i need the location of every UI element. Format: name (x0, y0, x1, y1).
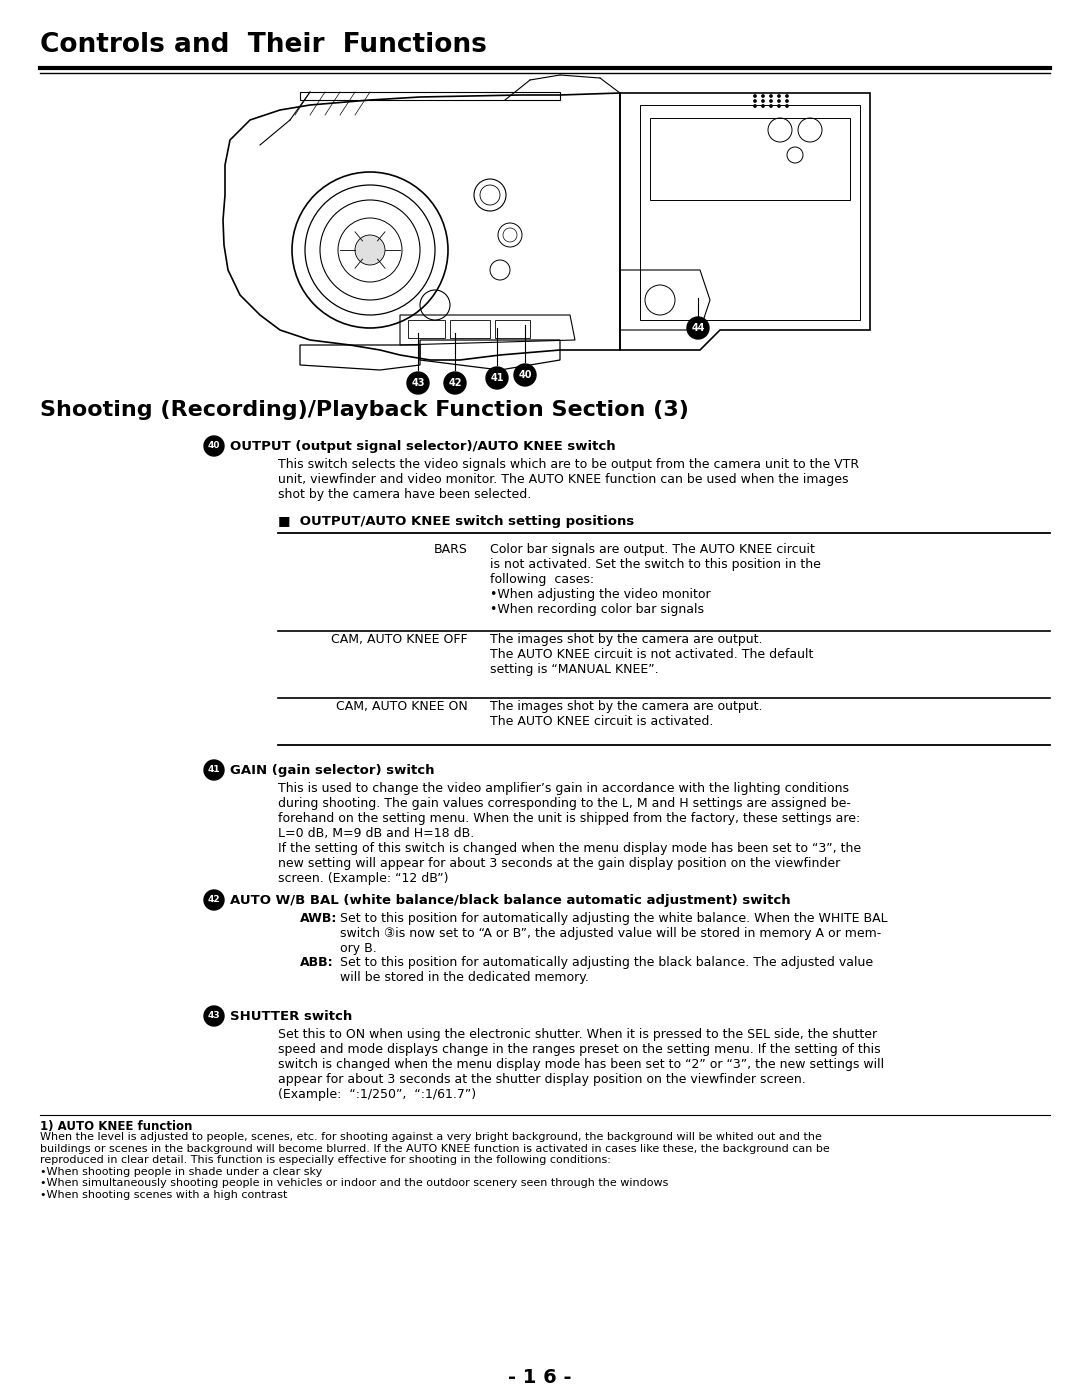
Circle shape (486, 367, 508, 389)
Text: 41: 41 (207, 766, 220, 774)
Text: 41: 41 (490, 372, 503, 384)
Text: The images shot by the camera are output.
The AUTO KNEE circuit is not activated: The images shot by the camera are output… (490, 633, 813, 676)
Circle shape (754, 99, 756, 102)
Circle shape (204, 760, 224, 780)
Text: CAM, AUTO KNEE ON: CAM, AUTO KNEE ON (336, 700, 468, 713)
Circle shape (687, 316, 708, 339)
Circle shape (204, 890, 224, 910)
Text: 42: 42 (448, 378, 462, 388)
Circle shape (761, 95, 765, 98)
Circle shape (785, 105, 788, 108)
Circle shape (355, 235, 384, 265)
Text: Shooting (Recording)/Playback Function Section (3): Shooting (Recording)/Playback Function S… (40, 400, 689, 420)
Circle shape (204, 435, 224, 456)
Circle shape (785, 95, 788, 98)
Circle shape (407, 372, 429, 393)
Circle shape (514, 364, 536, 386)
Text: 44: 44 (691, 323, 705, 333)
Circle shape (754, 95, 756, 98)
Text: This is used to change the video amplifier’s gain in accordance with the lightin: This is used to change the video amplifi… (278, 783, 861, 885)
Text: This switch selects the video signals which are to be output from the camera uni: This switch selects the video signals wh… (278, 458, 859, 501)
Circle shape (785, 99, 788, 102)
Text: 43: 43 (411, 378, 424, 388)
Text: ABB:: ABB: (300, 956, 334, 969)
Text: 43: 43 (207, 1011, 220, 1021)
Circle shape (778, 95, 781, 98)
Text: 42: 42 (207, 896, 220, 904)
Text: 40: 40 (207, 441, 220, 451)
Circle shape (778, 105, 781, 108)
Text: CAM, AUTO KNEE OFF: CAM, AUTO KNEE OFF (332, 633, 468, 645)
Text: When the level is adjusted to people, scenes, etc. for shooting against a very b: When the level is adjusted to people, sc… (40, 1133, 829, 1200)
Text: GAIN (gain selector) switch: GAIN (gain selector) switch (230, 764, 434, 777)
Circle shape (769, 95, 772, 98)
Text: Set to this position for automatically adjusting the black balance. The adjusted: Set to this position for automatically a… (340, 956, 873, 984)
Circle shape (769, 105, 772, 108)
Circle shape (761, 99, 765, 102)
Text: SHUTTER switch: SHUTTER switch (230, 1009, 352, 1023)
Text: AUTO W/B BAL (white balance/black balance automatic adjustment) switch: AUTO W/B BAL (white balance/black balanc… (230, 895, 791, 907)
Text: The images shot by the camera are output.
The AUTO KNEE circuit is activated.: The images shot by the camera are output… (490, 700, 762, 728)
Text: Set this to ON when using the electronic shutter. When it is pressed to the SEL : Set this to ON when using the electronic… (278, 1028, 885, 1100)
Text: AWB:: AWB: (300, 911, 337, 925)
Text: BARS: BARS (434, 543, 468, 556)
Text: ■  OUTPUT/AUTO KNEE switch setting positions: ■ OUTPUT/AUTO KNEE switch setting positi… (278, 515, 634, 528)
Circle shape (754, 105, 756, 108)
Text: Set to this position for automatically adjusting the white balance. When the WHI: Set to this position for automatically a… (340, 911, 888, 955)
Text: - 1 6 -: - 1 6 - (509, 1368, 571, 1387)
Circle shape (778, 99, 781, 102)
Text: Controls and  Their  Functions: Controls and Their Functions (40, 32, 487, 57)
Text: 40: 40 (518, 370, 531, 379)
Text: 1) AUTO KNEE function: 1) AUTO KNEE function (40, 1120, 192, 1133)
Circle shape (761, 105, 765, 108)
Text: Color bar signals are output. The AUTO KNEE circuit
is not activated. Set the sw: Color bar signals are output. The AUTO K… (490, 543, 821, 616)
Circle shape (769, 99, 772, 102)
Circle shape (204, 1007, 224, 1026)
Text: OUTPUT (output signal selector)/AUTO KNEE switch: OUTPUT (output signal selector)/AUTO KNE… (230, 440, 616, 454)
Circle shape (444, 372, 465, 393)
